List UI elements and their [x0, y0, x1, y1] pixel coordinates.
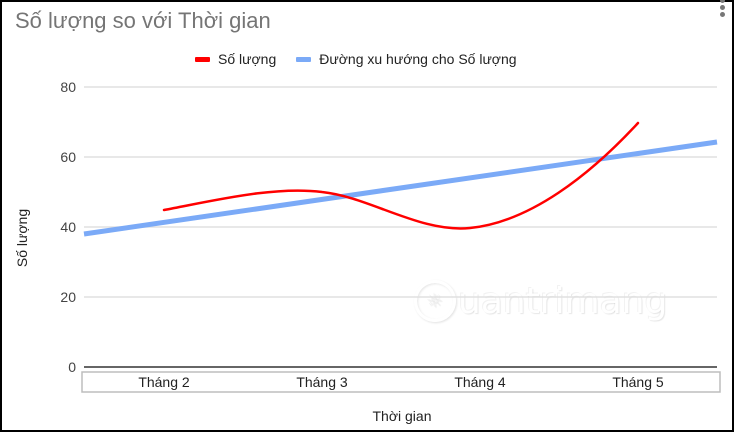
- y-tick-label: 60: [60, 149, 76, 165]
- legend-label: Đường xu hướng cho Số lượng: [319, 51, 517, 67]
- x-axis-label-box: [81, 371, 721, 393]
- trendline-series[interactable]: [83, 139, 718, 237]
- x-tick-label: Tháng 3: [296, 374, 348, 390]
- y-tick-label: 20: [60, 289, 76, 305]
- legend-swatch-blue: [296, 56, 312, 62]
- y-tick-label: 80: [60, 79, 76, 95]
- x-axis-ticks: Tháng 2 Tháng 3 Tháng 4 Tháng 5: [138, 374, 664, 390]
- y-axis-ticks: 80 60 40 20 0: [60, 79, 76, 375]
- legend-label: Số lượng: [218, 51, 277, 67]
- chart-title: Số lượng so với Thời gian: [15, 8, 271, 33]
- chart-legend: Số lượng Đường xu hướng cho Số lượng: [195, 49, 517, 69]
- legend-swatch-red: [195, 56, 210, 62]
- more-vert-icon[interactable]: [718, 0, 726, 20]
- y-tick-label: 0: [68, 359, 76, 375]
- x-tick-label: Tháng 5: [612, 374, 664, 390]
- y-tick-label: 40: [60, 219, 76, 235]
- quantity-series-line[interactable]: [162, 121, 640, 230]
- legend-item-quantity[interactable]: Số lượng: [195, 51, 276, 67]
- gridlines: [84, 86, 717, 368]
- x-axis-title: Thời gian: [372, 408, 432, 424]
- x-tick-label: Tháng 2: [138, 374, 190, 390]
- x-tick-label: Tháng 4: [454, 374, 506, 390]
- legend-item-trendline[interactable]: Đường xu hướng cho Số lượng: [296, 51, 517, 67]
